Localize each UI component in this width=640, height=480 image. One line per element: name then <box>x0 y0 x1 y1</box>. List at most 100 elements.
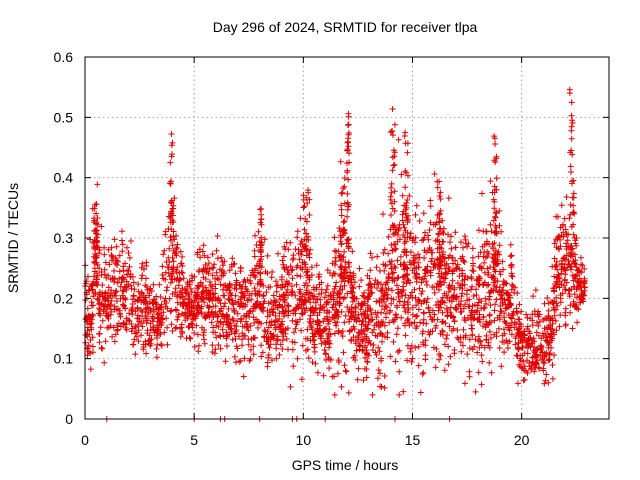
data-point <box>551 240 558 247</box>
data-point <box>434 184 441 191</box>
data-point <box>148 340 155 347</box>
data-point <box>195 299 202 305</box>
data-point <box>219 311 226 318</box>
data-point <box>150 308 157 315</box>
data-point <box>257 269 264 276</box>
data-point <box>301 236 308 243</box>
data-point <box>370 342 377 348</box>
data-point <box>460 326 467 333</box>
data-point <box>415 264 422 271</box>
data-point <box>326 344 332 351</box>
data-point <box>349 294 355 301</box>
data-point <box>452 304 459 311</box>
data-point <box>551 273 558 280</box>
data-point <box>477 337 483 344</box>
data-point <box>224 319 231 325</box>
data-point <box>109 253 115 260</box>
data-point <box>136 318 143 325</box>
data-point <box>411 259 418 266</box>
data-point <box>553 294 560 301</box>
data-point <box>302 309 308 316</box>
data-point <box>340 227 347 234</box>
data-point <box>375 367 382 373</box>
data-point <box>304 268 311 275</box>
data-point <box>563 194 570 200</box>
data-point <box>217 266 223 273</box>
data-point <box>268 322 275 329</box>
data-point <box>378 281 384 287</box>
data-point <box>371 281 378 288</box>
data-point <box>572 273 579 280</box>
data-point <box>223 287 230 294</box>
data-point <box>318 279 325 286</box>
data-point <box>317 333 324 340</box>
data-point <box>288 291 295 298</box>
data-point <box>434 256 441 263</box>
data-point <box>549 375 556 382</box>
data-point <box>139 313 146 320</box>
data-point <box>460 305 467 312</box>
data-point <box>338 278 345 285</box>
data-point <box>545 344 552 351</box>
data-point <box>482 300 489 307</box>
data-point <box>540 317 547 323</box>
data-point <box>308 324 315 331</box>
data-point <box>251 253 258 260</box>
data-point <box>546 356 553 363</box>
data-point <box>322 351 329 358</box>
data-point <box>389 205 396 212</box>
data-point <box>177 248 184 255</box>
data-point <box>93 252 100 259</box>
data-point <box>420 210 427 217</box>
data-point <box>358 277 365 284</box>
data-point <box>339 189 346 196</box>
data-point <box>131 336 138 343</box>
data-point <box>264 252 271 259</box>
data-point <box>90 293 97 300</box>
data-point <box>91 260 98 266</box>
data-point <box>257 242 264 249</box>
data-point <box>476 282 482 289</box>
data-point <box>339 286 346 293</box>
data-point <box>305 187 312 194</box>
data-point <box>543 315 550 322</box>
data-point <box>385 250 392 257</box>
data-point <box>568 242 575 249</box>
data-point <box>439 309 446 316</box>
data-point <box>178 260 185 267</box>
data-point <box>363 374 370 381</box>
data-point <box>305 296 312 303</box>
data-point <box>532 287 539 294</box>
data-point <box>377 383 384 390</box>
data-point <box>409 311 416 318</box>
data-point <box>93 280 100 287</box>
data-point <box>135 312 141 319</box>
data-point <box>579 262 586 269</box>
data-point <box>418 300 425 307</box>
data-point <box>439 327 446 334</box>
data-point <box>492 141 499 147</box>
data-point <box>143 305 150 312</box>
data-point <box>147 286 154 292</box>
data-point <box>309 359 316 366</box>
data-point <box>569 253 576 260</box>
data-point <box>294 272 301 279</box>
data-point <box>413 202 420 209</box>
data-point <box>391 188 398 195</box>
data-point <box>107 292 114 299</box>
data-point <box>89 312 96 319</box>
data-point <box>87 320 94 327</box>
data-point <box>369 316 376 323</box>
data-point <box>312 331 319 338</box>
data-point <box>347 269 354 276</box>
data-point <box>138 307 144 314</box>
data-point <box>568 99 575 106</box>
data-point <box>292 246 299 253</box>
data-point <box>236 358 243 365</box>
data-point <box>155 318 162 325</box>
data-point <box>286 271 292 278</box>
data-point <box>229 315 236 322</box>
data-point <box>162 228 169 235</box>
data-point <box>394 304 401 311</box>
data-point <box>188 320 195 327</box>
